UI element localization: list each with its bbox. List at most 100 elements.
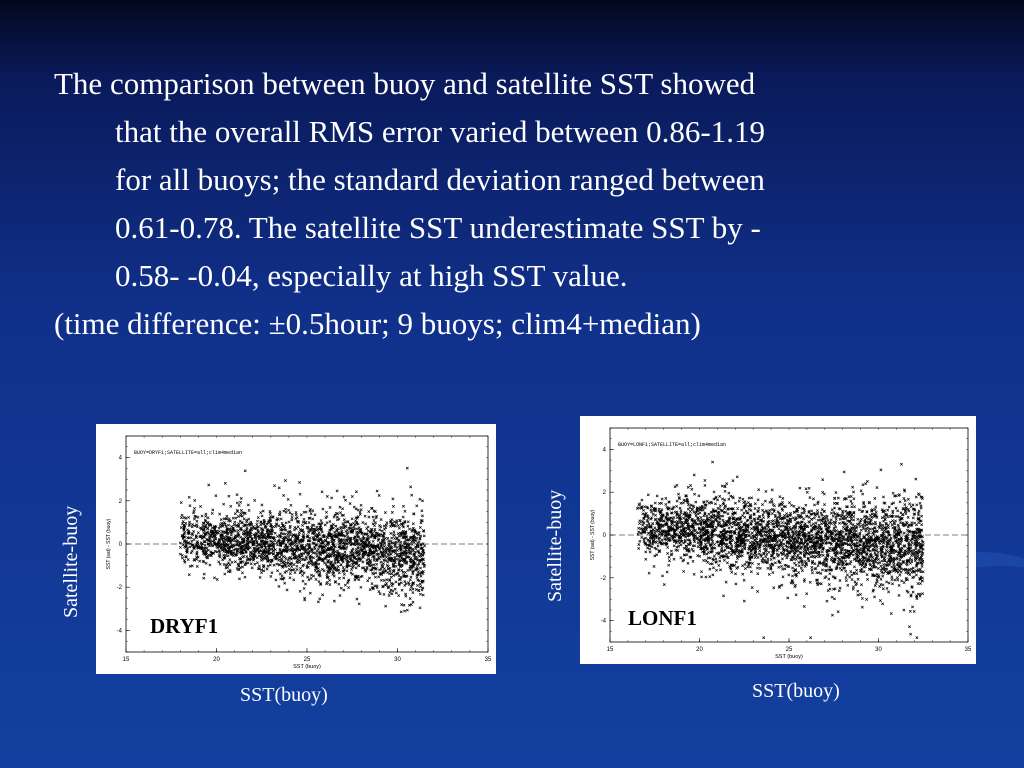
- scatter-point: [772, 508, 776, 512]
- scatter-point: [241, 545, 245, 548]
- scatter-point: [390, 557, 394, 561]
- scatter-point: [346, 535, 350, 539]
- scatter-point: [899, 511, 903, 515]
- scatter-point: [255, 561, 259, 565]
- scatter-point: [366, 553, 370, 557]
- scatter-point: [360, 566, 364, 570]
- scatter-point: [349, 538, 353, 542]
- scatter-point: [724, 580, 728, 584]
- scatter-point: [386, 560, 390, 564]
- scatter-point: [404, 530, 408, 534]
- scatter-point: [384, 523, 388, 527]
- y-tick-label: 2: [119, 499, 123, 505]
- scatter-point: [899, 462, 903, 466]
- scatter-point: [696, 536, 700, 540]
- scatter-point: [239, 512, 243, 515]
- scatter-point: [915, 543, 919, 547]
- scatter-point: [754, 553, 758, 557]
- scatter-point: [319, 519, 323, 522]
- scatter-point: [873, 545, 876, 549]
- scatter-point: [229, 552, 233, 556]
- scatter-point: [269, 575, 273, 578]
- scatter-point: [364, 569, 368, 573]
- scatter-point: [873, 541, 877, 545]
- scatter-point: [419, 521, 423, 525]
- scatter-point: [343, 534, 347, 538]
- scatter-point: [221, 539, 225, 543]
- scatter-point: [380, 563, 384, 567]
- scatter-point: [283, 581, 287, 585]
- scatter-point: [362, 537, 366, 540]
- scatter-point: [224, 566, 228, 570]
- scatter-point: [877, 536, 881, 540]
- scatter-point: [334, 532, 338, 536]
- scatter-point: [701, 538, 705, 542]
- scatter-point: [358, 512, 362, 516]
- scatter-point: [819, 572, 823, 575]
- scatter-points: [635, 460, 925, 640]
- scatter-point: [218, 553, 222, 557]
- scatter-point: [182, 516, 186, 519]
- scatter-point: [371, 515, 375, 519]
- scatter-point: [201, 521, 205, 525]
- scatter-point: [303, 521, 307, 525]
- scatter-point: [328, 528, 332, 532]
- scatter-point: [256, 567, 260, 571]
- scatter-point: [828, 546, 832, 550]
- dryf1-plot: 15 20 25 30 35 -4 -2 0 2 4 SST (buoy) SST (sat) - S…: [96, 424, 496, 674]
- scatter-point: [664, 503, 668, 506]
- scatter-point: [905, 589, 909, 593]
- scatter-point: [800, 511, 804, 515]
- scatter-point: [295, 544, 299, 548]
- scatter-point: [682, 570, 686, 573]
- x-tick-label: 30: [394, 657, 401, 663]
- scatter-point: [886, 523, 890, 527]
- scatter-point: [308, 557, 312, 561]
- scatter-point: [265, 554, 269, 558]
- scatter-point: [270, 532, 274, 536]
- scatter-point: [870, 509, 874, 513]
- scatter-point: [842, 535, 846, 539]
- scatter-point: [390, 584, 394, 588]
- scatter-point: [316, 566, 320, 570]
- scatter-point: [357, 578, 361, 582]
- scatter-point: [219, 518, 223, 522]
- scatter-point: [240, 521, 243, 525]
- scatter-point: [218, 562, 222, 566]
- scatter-point: [832, 520, 836, 524]
- scatter-point: [813, 503, 816, 507]
- scatter-point: [187, 573, 191, 577]
- scatter-point: [293, 543, 297, 547]
- scatter-point: [219, 535, 223, 539]
- scatter-point: [248, 546, 252, 550]
- scatter-point: [308, 507, 312, 511]
- scatter-point: [762, 551, 766, 555]
- scatter-point: [358, 552, 362, 555]
- scatter-point: [373, 510, 377, 513]
- scatter-point: [667, 563, 671, 567]
- scatter-point: [306, 575, 310, 579]
- scatter-point: [353, 527, 357, 531]
- time-difference-note: (time difference: ±0.5hour; 9 buoys; cli…: [54, 306, 701, 341]
- scatter-point: [902, 497, 906, 500]
- scatter-point: [274, 578, 278, 582]
- scatter-point: [852, 510, 856, 514]
- scatter-point: [382, 567, 386, 571]
- scatter-point: [186, 558, 190, 561]
- scatter-point: [264, 525, 268, 529]
- scatter-point: [776, 521, 780, 525]
- scatter-point: [222, 537, 226, 541]
- scatter-point: [245, 530, 249, 534]
- scatter-point: [890, 502, 894, 506]
- scatter-point: [421, 529, 425, 532]
- scatter-point: [355, 533, 359, 537]
- scatter-point: [401, 515, 405, 519]
- scatter-point: [782, 516, 785, 520]
- scatter-point: [379, 578, 383, 582]
- scatter-point: [886, 538, 889, 542]
- scatter-point: [871, 527, 875, 531]
- scatter-point: [874, 557, 878, 561]
- scatter-point: [416, 549, 420, 553]
- scatter-point: [312, 574, 315, 578]
